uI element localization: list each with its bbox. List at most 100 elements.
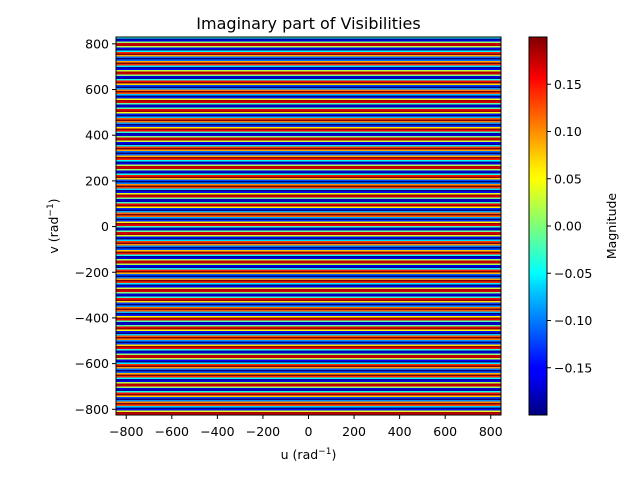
heatmap-stripe [116,337,501,340]
heatmap-stripe [116,149,501,152]
heatmap-stripe [116,82,501,85]
heatmap-stripe [116,91,501,94]
heatmap-stripe [116,397,501,400]
heatmap-stripe [116,64,501,67]
heatmap-stripe [116,316,501,319]
heatmap-stripe [116,401,501,404]
heatmap-stripe [116,230,501,233]
heatmap-stripe [116,395,501,398]
heatmap-stripe [116,184,501,187]
heatmap-stripe [116,302,501,305]
heatmap-stripe [116,287,501,290]
heatmap-stripe [116,311,501,314]
heatmap-stripe [116,104,501,107]
heatmap-stripe [116,142,501,145]
heatmap-stripe [116,178,501,181]
heatmap-stripe [116,95,501,98]
heatmap-stripe [116,157,501,160]
y-tick-label: −200 [75,265,109,280]
heatmap-stripe [116,136,501,139]
heatmap-stripe [116,101,501,104]
heatmap-stripe [116,352,501,355]
heatmap-stripe [116,310,501,313]
heatmap-stripe [116,371,501,374]
heatmap-stripe [116,88,501,91]
heatmap-stripe [116,173,501,176]
heatmap-stripe [116,350,501,353]
heatmap-stripe [116,194,501,197]
heatmap-stripe [116,53,501,56]
heatmap-stripe [116,289,501,292]
y-tick-label: −400 [75,310,109,325]
heatmap-stripe [116,409,501,412]
heatmap-stripe [116,131,501,134]
heatmap-stripe [116,233,501,236]
heatmap-stripe [116,106,501,109]
heatmap-stripe [116,340,501,343]
heatmap-stripe [116,305,501,308]
x-tick-label: −600 [155,424,189,439]
heatmap-stripe [116,161,501,164]
heatmap-stripe [116,308,501,311]
heatmap-stripe [116,410,501,413]
heatmap-stripe [116,323,501,326]
heatmap-stripe [116,188,501,191]
heatmap-stripe [116,374,501,377]
heatmap-stripe [116,125,501,128]
heatmap-stripe [116,55,501,58]
heatmap-stripe [116,172,501,175]
heatmap-stripe [116,119,501,122]
heatmap-stripe [116,223,501,226]
colorbar-ticks: −0.15 −0.10 −0.05 0.00 0.05 0.10 0.15 [547,77,592,375]
heatmap-stripe [116,295,501,298]
heatmap-stripe [116,385,501,388]
heatmap-stripe [116,212,501,215]
heatmap-stripe [116,355,501,358]
heatmap-stripe [116,293,501,296]
heatmap-stripe [116,118,501,121]
heatmap-stripe [116,298,501,301]
heatmap-stripe [116,304,501,307]
heatmap-stripe [116,158,501,161]
heatmap-stripe [116,278,501,281]
heatmap-stripe [116,400,501,403]
heatmap-stripe [116,124,501,127]
heatmap-stripe [116,115,501,118]
heatmap-stripe [116,277,501,280]
heatmap-stripe [116,235,501,238]
heatmap-stripe [116,269,501,272]
heatmap-stripe [116,319,501,322]
heatmap-stripe [116,169,501,172]
heatmap-stripe [116,404,501,407]
heatmap-stripe [116,380,501,383]
heatmap-stripe [116,215,501,218]
heatmap-stripe [116,196,501,199]
x-axis-ticks: −800 −600 −400 −200 0 200 400 600 800 [109,415,503,439]
heatmap-stripe [116,140,501,143]
heatmap-stripe [116,335,501,338]
heatmap-stripe [116,205,501,208]
heatmap-stripe [116,326,501,329]
heatmap-stripe [116,322,501,325]
heatmap-stripe [116,200,501,203]
heatmap-stripe [116,338,501,341]
heatmap-stripe [116,386,501,389]
heatmap-stripe [116,109,501,112]
heatmap-stripe [116,265,501,268]
heatmap-stripe [116,247,501,250]
heatmap-stripe [116,290,501,293]
heatmap-stripe [116,244,501,247]
heatmap-stripe [116,85,501,88]
heatmap-stripe [116,65,501,68]
heatmap-stripe [116,145,501,148]
heatmap-stripe [116,127,501,130]
heatmap-stripe [116,61,501,64]
x-tick-label: 200 [342,424,366,439]
heatmap-stripe [116,46,501,49]
heatmap-stripe [116,76,501,79]
heatmap-stripe [116,406,501,409]
heatmap-stripe [116,296,501,299]
heatmap-stripe [116,241,501,244]
heatmap-stripe [116,343,501,346]
